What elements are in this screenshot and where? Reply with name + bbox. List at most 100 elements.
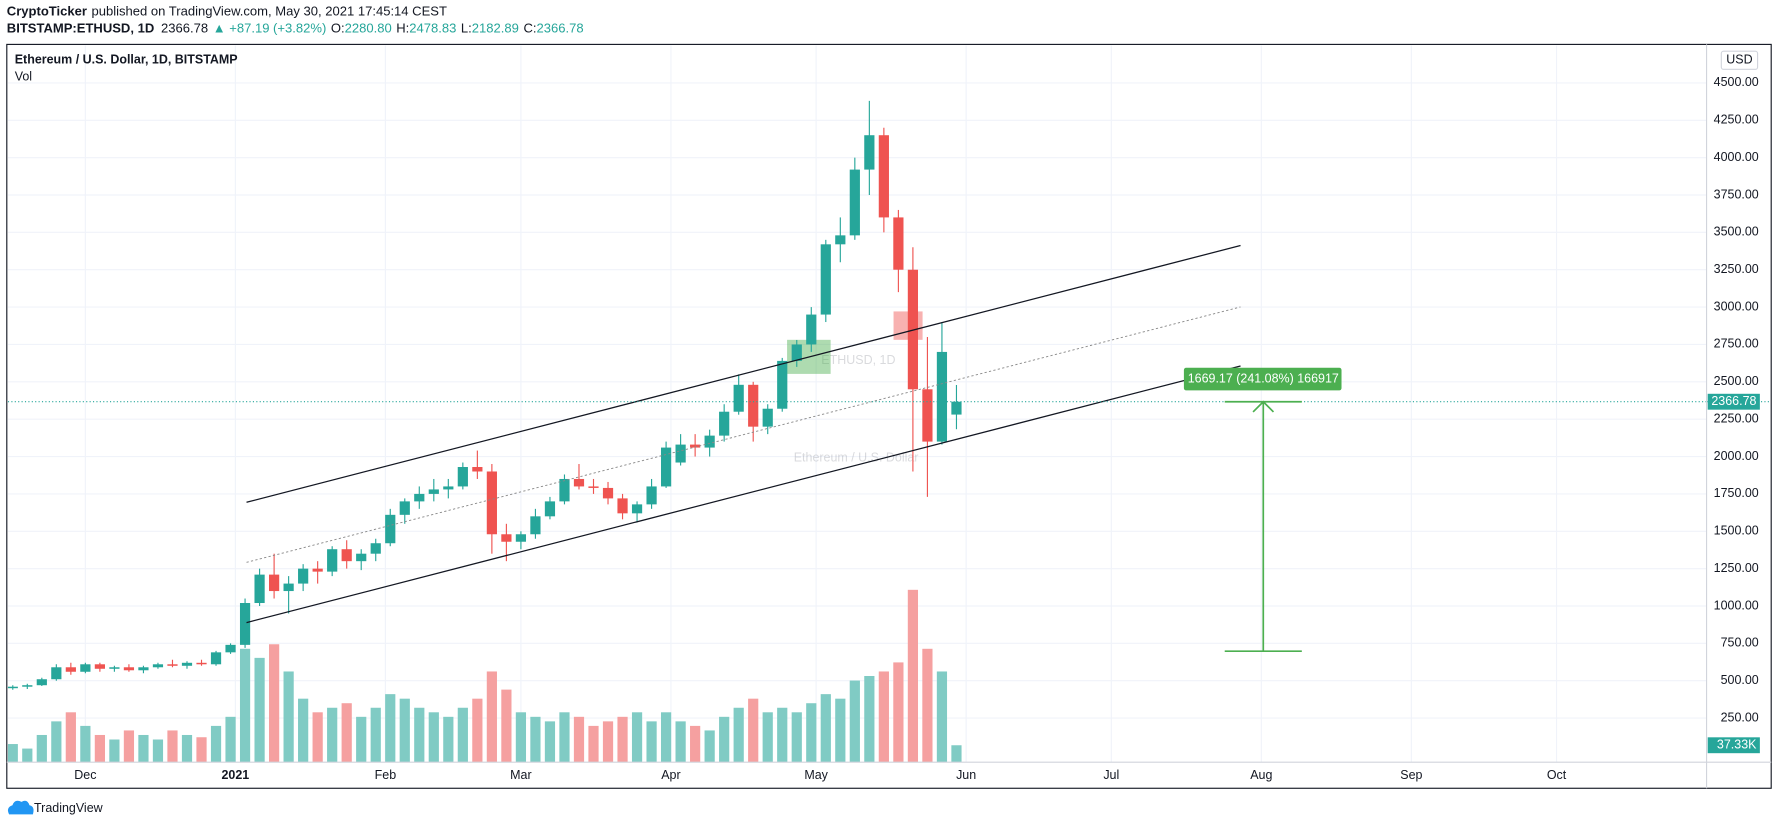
candle-body (936, 351, 948, 442)
volume-bar (936, 671, 948, 763)
volume-bar (660, 712, 672, 763)
x-tick-label: Feb (375, 768, 397, 782)
candle-body (385, 514, 396, 544)
watermark: ETHUSD, 1D (821, 353, 895, 367)
y-tick-label: 3000.00 (1714, 299, 1759, 313)
candle-body (719, 411, 730, 436)
currency-box[interactable] (1720, 50, 1759, 70)
candle-body (269, 574, 280, 592)
volume-bar (530, 716, 541, 763)
candle-body (370, 543, 381, 554)
quote-line: BITSTAMP:ETHUSD, 1D 2366.78 ▲ +87.19 (+3.8… (7, 21, 584, 36)
volume-bar (617, 716, 628, 763)
volume-bar (123, 730, 135, 763)
volume-bar (791, 712, 802, 763)
volume-bar (806, 703, 817, 763)
y-tick-label: 250.00 (1721, 710, 1759, 724)
volume-bar (820, 694, 831, 763)
candle-body (399, 501, 410, 515)
candle-body (777, 360, 788, 409)
x-tick-label: Jun (956, 768, 976, 782)
candle-body (51, 667, 62, 680)
y-tick-label: 1250.00 (1714, 561, 1759, 575)
candle-body (748, 384, 759, 427)
candle-body (239, 603, 251, 645)
volume-bar (7, 744, 18, 763)
volume-bar (777, 707, 788, 763)
candle-body (820, 244, 831, 315)
candle-body (94, 664, 105, 669)
volume-bar (341, 703, 352, 763)
volume-bar (152, 739, 164, 763)
candle-body (660, 447, 672, 487)
volume-bar (951, 745, 962, 763)
candle-body (36, 679, 47, 686)
candle-body (588, 486, 599, 488)
candle-body (690, 444, 701, 448)
candle-body (762, 408, 773, 427)
volume-bar (472, 698, 483, 763)
x-tick-label: Sep (1400, 768, 1422, 782)
last: 2366.78 (161, 21, 208, 36)
volume-bar (631, 712, 643, 763)
volume-bar (327, 707, 338, 763)
volume-bar (210, 725, 222, 763)
ohlc-value: 2182.89 (472, 21, 519, 36)
volume-bar (65, 712, 76, 763)
currency[interactable]: USD (1726, 53, 1752, 67)
y-tick-label: 2000.00 (1714, 449, 1759, 463)
volume-bar (864, 676, 875, 763)
tradingview-logo (7, 800, 34, 815)
volume-bar (922, 648, 933, 763)
ohlc-label: H: (396, 21, 409, 36)
volume-bar (443, 716, 454, 763)
candle-body (181, 662, 193, 666)
measure-label: 1669.17 (241.08%) 166917 (1188, 371, 1339, 385)
candle-body (341, 549, 352, 562)
plot-area: ETHUSD, 1D Ethereum / U.S. Dollar 1669.17 … (7, 45, 1707, 763)
candle-body (138, 667, 149, 671)
candle-body (428, 489, 439, 494)
y-tick-label: 3250.00 (1714, 262, 1759, 276)
measure-arrow (1252, 400, 1275, 413)
ohlc-value: 2280.80 (345, 21, 392, 36)
volume-bar (835, 698, 846, 763)
ohlc-label: L: (461, 21, 472, 36)
volume-bar (254, 657, 265, 763)
volume-bar (269, 644, 280, 763)
volume-bar (181, 734, 193, 763)
y-tick-label: 4000.00 (1714, 150, 1759, 164)
candle-body (849, 169, 860, 236)
overlay: 2366.78 37.33K (1706, 393, 1772, 754)
candle-body (501, 534, 512, 542)
volume-bar (399, 698, 410, 763)
footer-brand: TradingView (34, 801, 104, 815)
candle-body (123, 667, 135, 671)
ohlc-label: C: (523, 21, 536, 36)
volume-bar (225, 716, 236, 763)
volume-bar (849, 680, 860, 763)
candle-body (806, 314, 817, 345)
volume-bar (748, 698, 759, 763)
change: ▲ +87.19 (+3.82%) (213, 21, 327, 36)
volume-bar (515, 712, 527, 763)
watermark-subtitle: Ethereum / U.S. Dollar (794, 451, 919, 465)
chart-frame (6, 43, 1772, 789)
candle-body (7, 686, 18, 689)
volume-bar (51, 721, 62, 763)
ohlc-value: 2366.78 (536, 21, 583, 36)
candle-body (356, 553, 367, 562)
trend-line (246, 306, 1241, 563)
x-tick-label: Apr (661, 768, 680, 782)
x-tick-label: 2021 (222, 768, 250, 782)
candle-body (544, 501, 556, 517)
volume-bar (719, 716, 730, 763)
x-tick-label: Dec (74, 768, 96, 782)
candle-body (646, 486, 657, 505)
volume-bar (675, 721, 686, 763)
candle-body (167, 664, 178, 666)
volume-bar (588, 725, 599, 763)
candle-body (530, 516, 541, 535)
